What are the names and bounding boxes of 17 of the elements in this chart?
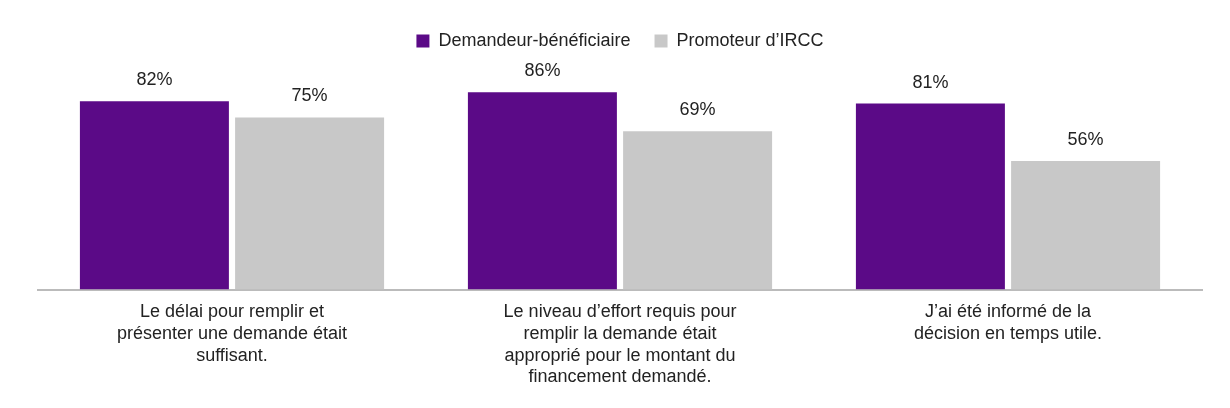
x-tick-label: J’ai été informé de la décision en temps utile. [913,301,1103,343]
bar [79,101,229,290]
bar [1011,161,1161,290]
x-tick-label: Le délai pour remplir et présenter une demande était suffisant. [116,301,348,365]
bar [235,117,385,290]
legend-label: Demandeur-bénéficiaire [438,29,631,50]
bar [623,131,773,290]
data-label: 86% [524,60,561,81]
data-label: 69% [679,99,716,120]
bar [855,103,1005,290]
data-label: 81% [912,71,949,92]
data-label: 82% [136,69,173,90]
data-label: 56% [1067,128,1104,149]
data-label: 75% [291,85,328,106]
legend-label: Promoteur d’IRCC [676,29,824,50]
x-tick-label: Le niveau d’effort requis pour remplir la demande était approprié pour le montant du financement demandé. [503,301,737,387]
bar [467,92,617,290]
